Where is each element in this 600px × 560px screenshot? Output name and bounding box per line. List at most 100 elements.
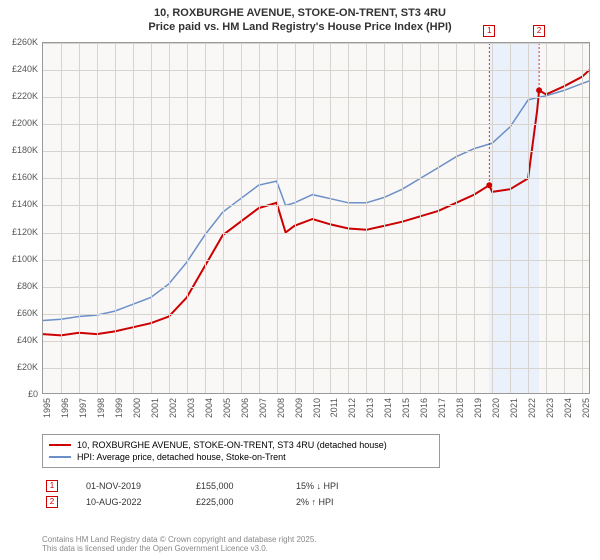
series-line-hpi xyxy=(43,81,589,321)
sales-row: 1 01-NOV-2019£155,00015% ↓ HPI xyxy=(42,478,412,494)
gridline-v xyxy=(61,43,62,393)
series-line-price_paid xyxy=(43,70,589,335)
chart-area: 12 £0£20K£40K£60K£80K£100K£120K£140K£160… xyxy=(42,42,590,394)
y-axis-label: £0 xyxy=(28,389,38,399)
legend-swatch xyxy=(49,456,71,458)
gridline-v xyxy=(330,43,331,393)
sale-price: £155,000 xyxy=(192,481,292,491)
x-axis-label: 2023 xyxy=(545,398,555,418)
gridline-v xyxy=(528,43,529,393)
x-axis-label: 2018 xyxy=(455,398,465,418)
gridline-h xyxy=(43,70,589,71)
gridline-v xyxy=(366,43,367,393)
x-axis-label: 2021 xyxy=(509,398,519,418)
x-axis-label: 2009 xyxy=(294,398,304,418)
x-axis-label: 1995 xyxy=(42,398,52,418)
sale-date: 01-NOV-2019 xyxy=(82,481,192,491)
gridline-v xyxy=(546,43,547,393)
gridline-v xyxy=(348,43,349,393)
gridline-h xyxy=(43,151,589,152)
footer-line2: This data is licensed under the Open Gov… xyxy=(42,544,317,554)
y-axis-label: £200K xyxy=(12,118,38,128)
gridline-h xyxy=(43,178,589,179)
gridline-v xyxy=(241,43,242,393)
gridline-v xyxy=(205,43,206,393)
gridline-v xyxy=(402,43,403,393)
row-marker-box: 2 xyxy=(46,496,58,508)
legend-item: HPI: Average price, detached house, Stok… xyxy=(49,451,433,463)
gridline-v xyxy=(438,43,439,393)
gridline-v xyxy=(151,43,152,393)
gridline-h xyxy=(43,97,589,98)
legend-item: 10, ROXBURGHE AVENUE, STOKE-ON-TRENT, ST… xyxy=(49,439,433,451)
gridline-v xyxy=(115,43,116,393)
x-axis-label: 2013 xyxy=(365,398,375,418)
gridline-v xyxy=(169,43,170,393)
sales-row: 210-AUG-2022£225,0002% ↑ HPI xyxy=(42,494,412,510)
row-marker-box: 1 xyxy=(46,480,58,492)
gridline-v xyxy=(187,43,188,393)
y-axis-label: £60K xyxy=(17,308,38,318)
gridline-v xyxy=(420,43,421,393)
gridline-v xyxy=(384,43,385,393)
footer-line1: Contains HM Land Registry data © Crown c… xyxy=(42,535,317,545)
gridline-v xyxy=(79,43,80,393)
gridline-h xyxy=(43,233,589,234)
y-axis-label: £40K xyxy=(17,335,38,345)
gridline-v xyxy=(223,43,224,393)
gridline-v xyxy=(456,43,457,393)
x-axis-label: 2002 xyxy=(168,398,178,418)
gridline-h xyxy=(43,368,589,369)
title-line2: Price paid vs. HM Land Registry's House … xyxy=(0,20,600,34)
gridline-v xyxy=(474,43,475,393)
gridline-v xyxy=(564,43,565,393)
plot-area: 12 xyxy=(42,42,590,394)
chart-title: 10, ROXBURGHE AVENUE, STOKE-ON-TRENT, ST… xyxy=(0,0,600,35)
sale-pct-vs-hpi: 15% ↓ HPI xyxy=(292,481,412,491)
legend-box: 10, ROXBURGHE AVENUE, STOKE-ON-TRENT, ST… xyxy=(42,434,440,468)
x-axis-label: 1999 xyxy=(114,398,124,418)
sale-date: 10-AUG-2022 xyxy=(82,497,192,507)
title-line1: 10, ROXBURGHE AVENUE, STOKE-ON-TRENT, ST… xyxy=(0,6,600,20)
x-axis-label: 2008 xyxy=(276,398,286,418)
x-axis-label: 2020 xyxy=(491,398,501,418)
legend-swatch xyxy=(49,444,71,446)
footer-attribution: Contains HM Land Registry data © Crown c… xyxy=(42,535,317,554)
sale-pct-vs-hpi: 2% ↑ HPI xyxy=(292,497,412,507)
gridline-v xyxy=(97,43,98,393)
x-axis-label: 2014 xyxy=(383,398,393,418)
gridline-v xyxy=(492,43,493,393)
x-axis-label: 2007 xyxy=(258,398,268,418)
gridline-v xyxy=(295,43,296,393)
y-axis-label: £140K xyxy=(12,199,38,209)
y-axis-label: £120K xyxy=(12,227,38,237)
y-axis-label: £80K xyxy=(17,281,38,291)
gridline-v xyxy=(313,43,314,393)
x-axis-label: 1997 xyxy=(78,398,88,418)
x-axis-label: 2001 xyxy=(150,398,160,418)
y-axis-label: £100K xyxy=(12,254,38,264)
y-axis-label: £220K xyxy=(12,91,38,101)
gridline-v xyxy=(133,43,134,393)
event-marker-1: 1 xyxy=(483,25,495,37)
x-axis-label: 2004 xyxy=(204,398,214,418)
gridline-h xyxy=(43,287,589,288)
x-axis-label: 1996 xyxy=(60,398,70,418)
x-axis-label: 2000 xyxy=(132,398,142,418)
y-axis-label: £160K xyxy=(12,172,38,182)
line-svg xyxy=(43,43,591,395)
x-axis-label: 1998 xyxy=(96,398,106,418)
y-axis-label: £180K xyxy=(12,145,38,155)
x-axis-label: 2012 xyxy=(347,398,357,418)
y-axis-label: £260K xyxy=(12,37,38,47)
event-marker-2: 2 xyxy=(533,25,545,37)
x-axis-label: 2022 xyxy=(527,398,537,418)
gridline-v xyxy=(510,43,511,393)
sales-table: 1 01-NOV-2019£155,00015% ↓ HPI 2 10-AUG-202… xyxy=(42,478,412,510)
legend-label: 10, ROXBURGHE AVENUE, STOKE-ON-TRENT, ST… xyxy=(77,440,387,450)
x-axis-label: 2010 xyxy=(312,398,322,418)
x-axis-label: 2005 xyxy=(222,398,232,418)
gridline-h xyxy=(43,260,589,261)
y-axis-label: £240K xyxy=(12,64,38,74)
gridline-v xyxy=(259,43,260,393)
